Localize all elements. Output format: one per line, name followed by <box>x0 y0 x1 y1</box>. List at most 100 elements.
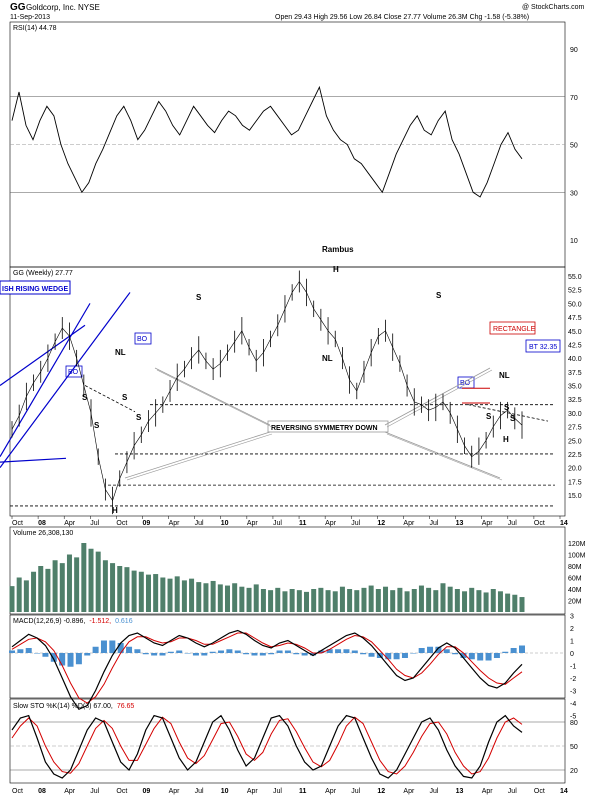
volume-bar-55 <box>404 591 410 612</box>
volume-bar-61 <box>447 586 453 612</box>
volume-bar-60 <box>440 583 446 612</box>
x-label-top-18: Apr <box>482 520 494 527</box>
volume-bar-4 <box>38 566 44 612</box>
macd-hist-bar-45 <box>385 653 392 660</box>
volume-bar-16 <box>124 567 130 612</box>
price-tick-50.0: 50.0 <box>568 301 582 308</box>
volume-bar-40 <box>296 590 302 612</box>
macd-hist-bar-57 <box>485 653 492 661</box>
wedge-title-box: ISH RISING WEDGE <box>0 280 71 295</box>
macd-label-hist: 0.616 <box>115 618 133 625</box>
x-label-top-0: Oct <box>12 520 23 527</box>
macd-hist-bar-10 <box>92 646 99 653</box>
rsi-label: RSI(14) 44.78 <box>13 25 57 32</box>
volume-bar-18 <box>138 571 144 612</box>
symmetry-line-4 <box>384 431 501 479</box>
volume-bar-38 <box>282 591 288 612</box>
volume-bar-19 <box>145 574 151 612</box>
x-label-top-19: Jul <box>508 520 517 527</box>
x-label-top-17: 13 <box>456 520 464 527</box>
volume-bar-59 <box>433 590 439 612</box>
macd-label-main: MACD(12,26,9) -0.896, <box>13 618 85 625</box>
sto-d-line <box>11 716 523 775</box>
x-label-bottom-21: 14 <box>560 788 568 795</box>
x-label-top-9: Apr <box>247 520 259 527</box>
macd-tick--4: -4 <box>570 701 576 708</box>
macd-hist-bar-60 <box>510 648 517 653</box>
macd-hist-bar-19 <box>167 651 174 653</box>
macd-hist-bar-13 <box>117 643 124 653</box>
volume-bar-69 <box>505 593 511 612</box>
volume-bar-27 <box>203 583 209 612</box>
macd-hist-bar-21 <box>184 653 191 654</box>
volume-bar-66 <box>483 592 489 612</box>
macd-hist-bar-55 <box>468 653 475 660</box>
x-label-bottom-0: Oct <box>12 788 23 795</box>
macd-hist-bar-2 <box>25 648 32 653</box>
macd-hist-bar-40 <box>343 649 350 653</box>
volume-bar-14 <box>110 563 116 612</box>
x-label-bottom-8: 10 <box>221 788 229 795</box>
reversing-box: REVERSING SYMMETRY DOWN <box>267 420 389 433</box>
volume-bar-44 <box>325 590 331 612</box>
grid-layer <box>10 96 565 771</box>
h-right-label: H <box>503 435 509 444</box>
s-mark-7: S <box>486 412 492 421</box>
x-label-top-15: Apr <box>403 520 415 527</box>
volume-bar-12 <box>95 551 101 612</box>
macd-label: MACD(12,26,9) -0.896, -1.512, 0.616 <box>13 618 133 625</box>
neckline-left-slope <box>84 385 136 413</box>
x-label-bottom-6: Apr <box>169 788 181 795</box>
volume-bar-10 <box>81 543 87 612</box>
volume-bar-58 <box>426 587 432 612</box>
wedge-title: ISH RISING WEDGE <box>2 286 68 293</box>
symmetry-line-shadow-4 <box>386 433 503 481</box>
x-label-bottom-5: 09 <box>142 788 150 795</box>
volume-bar-46 <box>339 586 345 612</box>
volume-bar-13 <box>102 560 108 612</box>
macd-hist-bar-39 <box>335 649 342 653</box>
rsi-tick-30: 30 <box>570 190 578 197</box>
volume-bar-17 <box>131 570 137 612</box>
volume-bar-5 <box>45 568 51 612</box>
macd-tick--1: -1 <box>570 664 576 671</box>
sto-tick-20: 20 <box>570 768 578 775</box>
macd-hist-bar-42 <box>360 653 367 655</box>
rectangle-title-box: RECTANGLE <box>489 321 536 335</box>
symmetry-line-shadow-1 <box>156 369 273 428</box>
macd-tick--2: -2 <box>570 676 576 683</box>
x-label-top-4: Oct <box>116 520 127 527</box>
rsi-annotation: Rambus <box>322 245 354 254</box>
macd-hist-bar-28 <box>243 653 250 655</box>
x-label-top-8: 10 <box>221 520 229 527</box>
price-tick-22.5: 22.5 <box>568 452 582 459</box>
macd-tick-3: 3 <box>570 614 574 621</box>
macd-hist-bar-23 <box>201 653 208 656</box>
macd-hist-bar-48 <box>410 653 417 654</box>
company-name: Goldcorp, Inc. NYSE <box>26 3 100 12</box>
x-label-top-20: Oct <box>534 520 545 527</box>
macd-hist-bar-20 <box>176 650 183 653</box>
s-mark-6: S <box>136 413 142 422</box>
macd-hist-bar-16 <box>142 653 149 655</box>
x-label-bottom-11: 11 <box>299 788 307 795</box>
s-mark-8: S <box>504 403 510 412</box>
volume-bar-20 <box>153 574 159 612</box>
nl-label-2: NL <box>322 354 333 363</box>
volume-bar-23 <box>174 576 180 612</box>
x-label-top-6: Apr <box>169 520 181 527</box>
macd-hist-bar-1 <box>17 649 24 653</box>
symmetry-line-2 <box>124 431 271 479</box>
volume-tick-100M: 100M <box>568 553 586 560</box>
macd-hist-bar-52 <box>443 649 450 653</box>
x-label-top-11: 11 <box>299 520 307 527</box>
volume-bar-30 <box>224 585 230 612</box>
s-mark-3: S <box>82 393 88 402</box>
ticker-symbol: GG <box>10 2 26 13</box>
macd-hist-bar-12 <box>109 640 116 653</box>
macd-tick-2: 2 <box>570 626 574 633</box>
x-label-bottom-13: Jul <box>351 788 360 795</box>
macd-hist-bar-17 <box>151 653 158 656</box>
wedge-base <box>0 457 67 463</box>
macd-hist-bar-6 <box>59 653 66 666</box>
